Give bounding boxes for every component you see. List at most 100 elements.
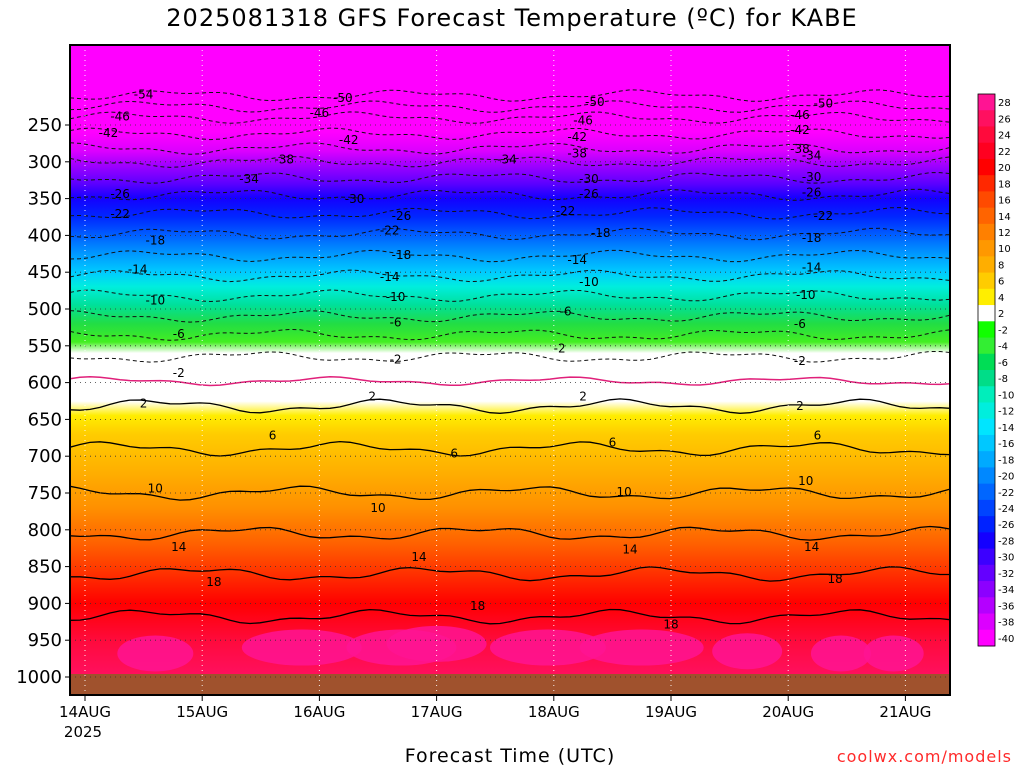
contour-label-8: -42 xyxy=(99,126,119,140)
contour-label-47: -2 xyxy=(554,341,566,355)
contour-label-25: -22 xyxy=(110,207,130,221)
colorbar-label-16: -6 xyxy=(998,358,1008,369)
x-tick-label-7: 21AUG xyxy=(879,703,931,721)
colorbar-label-19: -12 xyxy=(998,407,1014,418)
colorbar-swatch-10 xyxy=(978,256,995,274)
x-tick-label-6: 20AUG xyxy=(762,703,814,721)
x-tick-label-2: 16AUG xyxy=(293,703,345,721)
contour-label-42: -6 xyxy=(390,316,402,330)
contour-label-59: 10 xyxy=(616,485,631,499)
colorbar-frame xyxy=(977,93,996,647)
contour-label-28: -22 xyxy=(814,209,834,223)
contour-label-50: 2 xyxy=(368,389,376,403)
credit-link[interactable]: coolwx.com/models xyxy=(836,747,1012,766)
colorbar-swatch-14 xyxy=(978,321,995,339)
dashed-contour-2 xyxy=(70,111,950,124)
colorbar: 28 26 24 22 20 18 16 14 12 10 8 6 4 2 -2 -4 -6 -8 -10 -12 -1… xyxy=(977,93,1014,647)
solid-contour-0 xyxy=(70,398,950,414)
contour-label-64: 14 xyxy=(804,540,819,554)
plot-area xyxy=(70,45,950,695)
warm-core-8 xyxy=(863,635,924,672)
contour-label-57: 10 xyxy=(148,481,163,495)
colorbar-label-29: -32 xyxy=(998,569,1014,580)
y-tick-label-300: 300 xyxy=(28,152,62,173)
dashed-contour-11 xyxy=(70,269,950,283)
contour-label-29: -18 xyxy=(146,233,166,247)
y-tick-label-850: 850 xyxy=(28,557,62,578)
grid-lines xyxy=(70,45,950,695)
y-tick-label-650: 650 xyxy=(28,409,62,430)
y-tick-label-750: 750 xyxy=(28,483,62,504)
warm-core-5 xyxy=(579,629,704,666)
x-tick-label-1: 15AUG xyxy=(176,703,228,721)
contour-label-33: -14 xyxy=(128,263,148,277)
colorbar-swatch-21 xyxy=(978,434,995,452)
warm-core-1 xyxy=(241,629,362,666)
colorbar-label-26: -26 xyxy=(998,520,1014,531)
y-tick-label-950: 950 xyxy=(28,630,62,651)
contour-label-18: -30 xyxy=(345,192,365,206)
y-tick-label-800: 800 xyxy=(28,520,62,541)
contour-label-17: -34 xyxy=(802,149,822,163)
colorbar-swatch-22 xyxy=(978,451,995,468)
contour-label-43: -6 xyxy=(560,305,572,319)
colorbar-label-33: -40 xyxy=(998,634,1014,645)
contour-label-53: 6 xyxy=(269,428,277,442)
contour-label-55: 6 xyxy=(609,436,617,450)
chart-title: 2025081318 GFS Forecast Temperature (ºC)… xyxy=(166,4,858,32)
temperature-field xyxy=(70,45,950,695)
contour-label-62: 14 xyxy=(411,550,426,564)
colorbar-label-24: -22 xyxy=(998,488,1014,499)
colorbar-label-1: 26 xyxy=(998,114,1011,125)
colorbar-swatch-8 xyxy=(978,223,995,241)
contour-label-67: 18 xyxy=(663,617,678,631)
y-tick-label-700: 700 xyxy=(28,446,62,467)
contour-label-2: -50 xyxy=(585,95,605,109)
y-tick-label-1000: 1000 xyxy=(16,667,62,688)
contour-label-0: -54 xyxy=(134,88,154,102)
colorbar-label-28: -30 xyxy=(998,553,1014,564)
x-tick-label-3: 17AUG xyxy=(411,703,463,721)
dashed-contour-5 xyxy=(70,155,950,168)
contour-label-49: 2 xyxy=(140,397,148,411)
colorbar-label-15: -4 xyxy=(998,342,1008,353)
contour-label-41: -6 xyxy=(173,327,185,341)
contour-label-32: -18 xyxy=(802,231,822,245)
warm-core-3 xyxy=(386,625,487,662)
colorbar-swatch-18 xyxy=(978,386,995,403)
contour-label-7: -46 xyxy=(790,108,810,122)
colorbar-swatch-29 xyxy=(978,564,995,582)
colorbar-swatch-4 xyxy=(978,158,995,176)
y-axis: 250 300 350 400 450 500 550 600 650 700 750 800 850 9… xyxy=(16,115,70,688)
colorbar-swatch-9 xyxy=(978,240,995,257)
colorbar-label-5: 18 xyxy=(998,179,1011,190)
solid-contour-5 xyxy=(70,608,950,625)
colorbar-label-23: -20 xyxy=(998,472,1014,483)
colorbar-swatch-15 xyxy=(978,337,995,355)
colorbar-label-12: 4 xyxy=(998,293,1004,304)
dashed-contour-8 xyxy=(70,207,950,220)
contour-label-3: -50 xyxy=(814,96,834,110)
colorbar-swatch-32 xyxy=(978,613,995,631)
colorbar-label-8: 12 xyxy=(998,228,1011,239)
solid-contour-1 xyxy=(70,440,950,457)
colorbar-swatch-5 xyxy=(978,175,995,192)
dashed-contour-0 xyxy=(70,89,950,102)
colorbar-label-6: 16 xyxy=(998,196,1011,207)
contour-label-38: -10 xyxy=(386,290,406,304)
contour-label-44: -6 xyxy=(794,317,806,331)
contour-label-24: -26 xyxy=(802,185,822,199)
contour-label-23: -26 xyxy=(579,187,599,201)
contour-label-65: 18 xyxy=(206,575,221,589)
y-tick-label-350: 350 xyxy=(28,189,62,210)
freezing-line xyxy=(70,376,950,387)
dashed-contour-1 xyxy=(70,100,950,113)
dashed-contour-9 xyxy=(70,227,950,241)
plot-frame xyxy=(69,44,951,696)
x-tick-label-5: 19AUG xyxy=(645,703,697,721)
colorbar-label-3: 22 xyxy=(998,147,1011,158)
colorbar-swatch-17 xyxy=(978,370,995,387)
contour-label-48: -2 xyxy=(794,354,806,368)
dashed-contour-4 xyxy=(70,142,950,155)
